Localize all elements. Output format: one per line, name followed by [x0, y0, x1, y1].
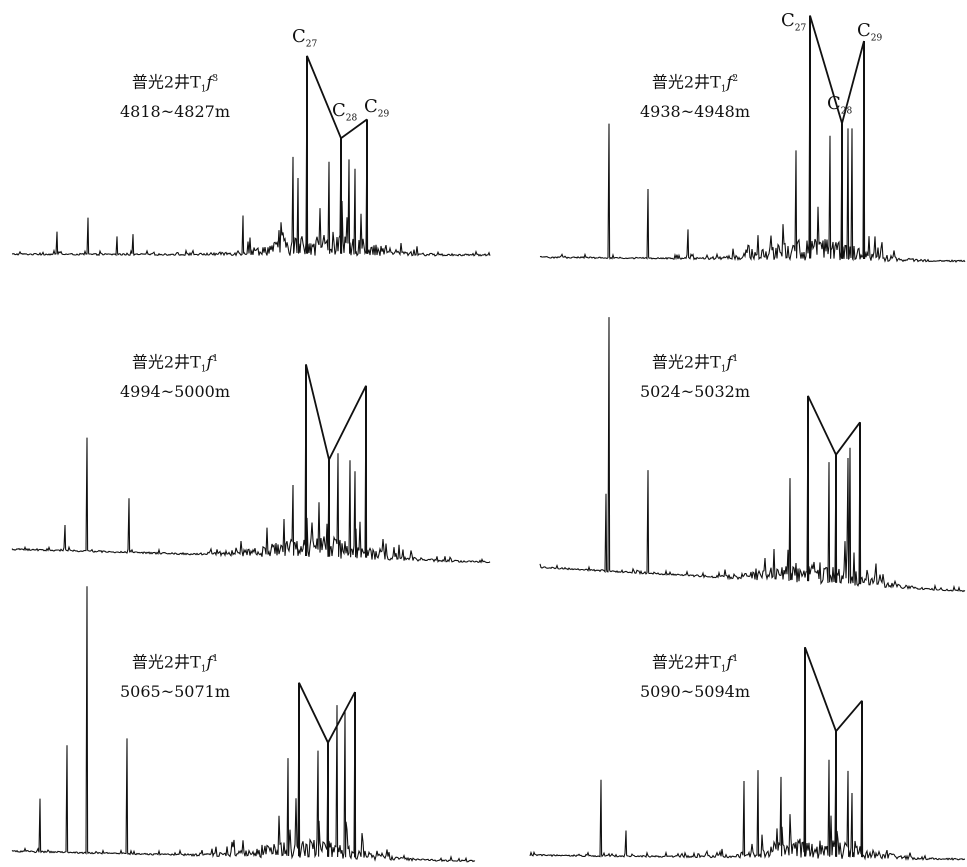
panel-1-peak-c27-label: C27	[292, 26, 318, 50]
panel-1-peak-c29-label: C29	[364, 96, 390, 120]
panel-4-label: 普光2井T1f1 5024~5032m	[639, 352, 750, 401]
chromatogram-traces	[11, 15, 966, 863]
chromatogram-trace-panel-1	[11, 55, 491, 257]
panel-3-label: 普光2井T1f1 4994~5000m	[119, 352, 230, 401]
sterane-bracket-panel-5	[298, 682, 356, 745]
sterane-brackets	[298, 15, 865, 858]
panel-2-peak-c28-label: C28	[827, 93, 853, 117]
chromatogram-trace-panel-4	[539, 317, 966, 593]
chromatogram-trace-panel-5	[11, 586, 476, 863]
sterane-bracket-panel-4	[807, 395, 861, 457]
panel-1-peak-c28-label: C28	[332, 100, 358, 124]
chromatogram-trace-panel-2	[539, 15, 966, 263]
sterane-bracket-panel-6	[804, 646, 863, 733]
sterane-bracket-panel-3	[305, 364, 367, 463]
panel-2-peak-c29-label: C29	[857, 20, 883, 44]
chromatogram-trace-panel-3	[11, 364, 491, 564]
panel-6-label: 普光2井T1f1 5090~5094m	[639, 652, 750, 701]
panel-1-label: 普光2井T1f3 4818~4827m	[119, 72, 230, 121]
panel-5-label: 普光2井T1f1 5065~5071m	[119, 652, 230, 701]
panel-2-label: 普光2井T1f2 4938~4948m	[639, 72, 750, 121]
chromatogram-trace-panel-6	[529, 647, 965, 861]
panel-2-peak-c27-label: C27	[781, 10, 807, 34]
